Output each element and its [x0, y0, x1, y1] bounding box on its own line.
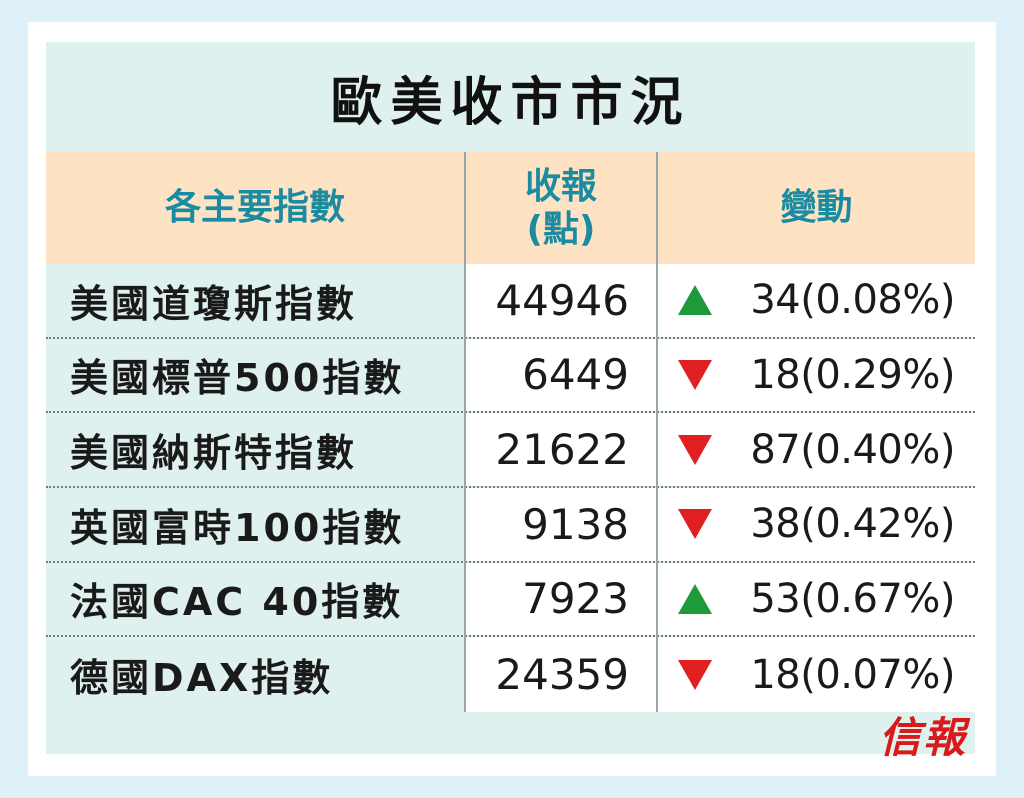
table-row: 德國DAX指數 24359 18(0.07%) — [46, 637, 975, 712]
index-name: 英國富時100指數 — [46, 487, 464, 561]
up-arrow-icon — [678, 285, 712, 316]
change-cell: 18(0.29%) — [658, 338, 975, 412]
column-divider — [656, 152, 658, 712]
close-value: 6449 — [465, 338, 657, 412]
down-arrow-icon — [678, 359, 712, 390]
close-value: 44946 — [465, 264, 657, 337]
up-arrow-icon — [678, 583, 712, 614]
change-cell: 34(0.08%) — [658, 264, 975, 337]
close-value: 21622 — [465, 413, 657, 486]
header-index-name: 各主要指數 — [164, 187, 345, 229]
index-name: 德國DAX指數 — [46, 637, 464, 712]
change-value: 53(0.67%) — [750, 575, 955, 622]
change-cell: 53(0.67%) — [658, 562, 975, 636]
down-arrow-icon — [678, 434, 712, 465]
table-header: 各主要指數 收報 (點) 變動 — [46, 152, 975, 264]
table-row: 英國富時100指數 9138 38(0.42%) — [46, 487, 975, 563]
change-value: 38(0.42%) — [750, 501, 955, 548]
header-close-label: 收報 — [524, 165, 597, 207]
table-row: 美國標普500指數 6449 18(0.29%) — [46, 338, 975, 414]
table-row: 美國納斯特指數 21622 87(0.40%) — [46, 413, 975, 488]
index-name: 美國道瓊斯指數 — [46, 264, 464, 337]
table-panel: 歐美收市市況 各主要指數 收報 (點) 變動 美國道瓊斯指數 44946 34(… — [46, 42, 975, 762]
change-cell: 18(0.07%) — [658, 637, 975, 712]
close-value: 9138 — [465, 487, 657, 561]
header-change: 變動 — [780, 187, 853, 229]
change-cell: 87(0.40%) — [658, 413, 975, 486]
table-card: 歐美收市市況 各主要指數 收報 (點) 變動 美國道瓊斯指數 44946 34(… — [28, 22, 996, 776]
table-body: 美國道瓊斯指數 44946 34(0.08%) 美國標普500指數 6449 1… — [46, 264, 975, 712]
header-close-unit: (點) — [526, 209, 596, 250]
table-title: 歐美收市市況 — [330, 72, 691, 133]
down-arrow-icon — [678, 509, 712, 540]
header-close: 收報 (點) — [465, 152, 657, 264]
index-name: 美國納斯特指數 — [46, 413, 464, 486]
change-cell: 38(0.42%) — [658, 487, 975, 561]
change-value: 18(0.29%) — [750, 351, 955, 398]
change-value: 34(0.08%) — [750, 277, 955, 324]
table-footer: 信報 — [46, 712, 975, 762]
down-arrow-icon — [678, 659, 712, 690]
table-row: 法國CAC 40指數 7923 53(0.67%) — [46, 562, 975, 638]
close-value: 24359 — [465, 637, 657, 712]
index-name: 美國標普500指數 — [46, 338, 464, 412]
table-row: 美國道瓊斯指數 44946 34(0.08%) — [46, 264, 975, 339]
close-value: 7923 — [465, 562, 657, 636]
index-name: 法國CAC 40指數 — [46, 562, 464, 636]
publisher-logo: 信報 — [878, 713, 967, 762]
change-value: 18(0.07%) — [750, 651, 955, 698]
change-value: 87(0.40%) — [750, 426, 955, 473]
column-divider — [464, 152, 466, 712]
